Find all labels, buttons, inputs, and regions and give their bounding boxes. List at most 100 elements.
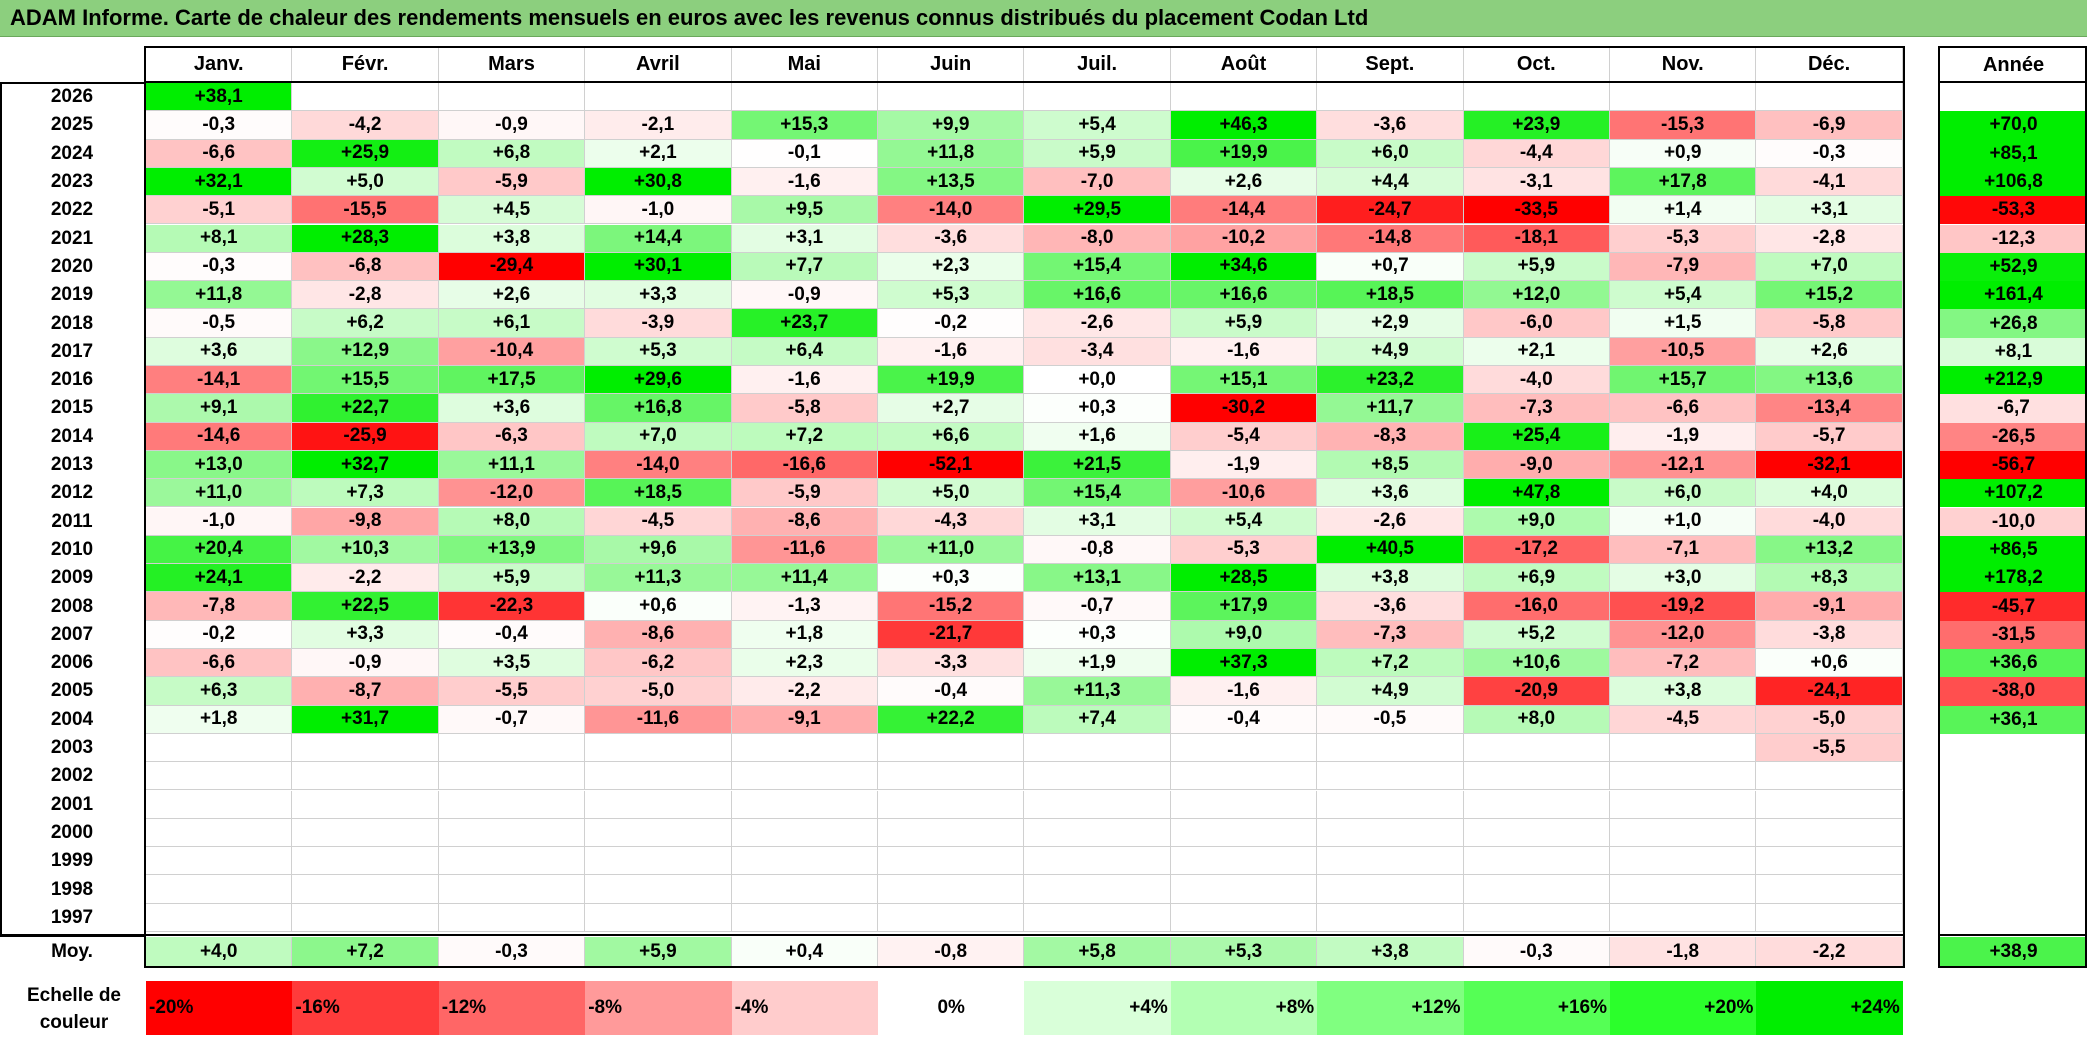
annual-cell: +161,4 (1940, 281, 2087, 310)
heat-cell (1756, 762, 1903, 791)
heat-cell: -22,3 (438, 592, 586, 621)
heat-cell: -9,0 (1463, 450, 1610, 480)
header-separator (146, 81, 1903, 83)
heat-cell: +16,6 (1024, 281, 1171, 310)
heat-cell: +30,1 (585, 252, 732, 282)
heat-cell: -0,1 (731, 139, 878, 168)
color-scale-swatch: -8% (585, 981, 732, 1035)
year-label-2024: 2024 (50, 142, 94, 164)
heat-cell: -1,3 (731, 592, 878, 621)
heat-cell: +6,2 (292, 309, 439, 338)
month-header-7: Juil. (1024, 47, 1171, 83)
heat-cell: -2,6 (1024, 309, 1171, 338)
heat-cell: +3,6 (146, 337, 293, 366)
heat-cell: -9,1 (1756, 592, 1903, 621)
heat-cell: +31,7 (292, 705, 439, 734)
heat-cell: -0,2 (878, 309, 1025, 338)
heat-cell: -2,6 (1317, 507, 1464, 536)
color-scale-swatch: -12% (438, 981, 586, 1035)
heat-cell: +29,5 (1024, 196, 1171, 225)
month-header-9: Sept. (1317, 47, 1464, 83)
heat-cell: -20,9 (1463, 677, 1610, 706)
average-cell: +7,2 (292, 937, 439, 967)
average-cell: +5,9 (585, 937, 732, 967)
annual-cell: -53,3 (1940, 196, 2087, 225)
average-cell: -2,2 (1756, 937, 1903, 967)
annual-cell (1940, 83, 2087, 112)
heat-cell: +11,1 (438, 450, 586, 480)
heat-cell: +13,9 (438, 535, 586, 565)
heat-cell (1610, 762, 1757, 791)
annual-cell: -38,0 (1940, 677, 2087, 706)
heat-cell: -14,0 (585, 450, 732, 480)
annual-cell: +86,5 (1940, 535, 2087, 565)
heat-cell: +5,4 (1024, 111, 1171, 140)
heat-cell: +28,5 (1170, 564, 1318, 593)
annual-cell: -6,7 (1940, 394, 2087, 423)
heat-cell: +8,0 (438, 507, 586, 536)
year-label-2006: 2006 (50, 652, 94, 674)
year-label-2020: 2020 (50, 255, 94, 277)
heat-cell: +13,5 (878, 167, 1025, 197)
heat-cell: +2,6 (1170, 167, 1318, 197)
heat-cell: +5,9 (1463, 252, 1610, 282)
heat-cell: +9,0 (1463, 507, 1610, 536)
heat-cell (1317, 733, 1464, 763)
year-label-2018: 2018 (50, 312, 94, 334)
heat-cell: +22,5 (292, 592, 439, 621)
heat-cell: +25,9 (292, 139, 439, 168)
heat-cell: -5,3 (1170, 535, 1318, 565)
heat-cell: +15,7 (1610, 366, 1757, 395)
heat-cell: +3,6 (438, 394, 586, 423)
heat-cell: -3,6 (1317, 592, 1464, 621)
heat-cell: +2,9 (1317, 309, 1464, 338)
heat-cell: -15,5 (292, 196, 439, 225)
heat-cell (731, 875, 878, 904)
color-scale-swatch: -16% (292, 981, 439, 1035)
heat-cell: -4,3 (878, 507, 1025, 536)
color-scale-swatch: +16% (1463, 981, 1610, 1035)
heat-cell: +16,8 (585, 394, 732, 423)
year-label-2013: 2013 (50, 454, 94, 476)
heat-cell (1610, 903, 1757, 932)
month-header-4: Avril (585, 47, 732, 83)
month-header-8: Août (1170, 47, 1318, 83)
heat-cell: -6,2 (585, 649, 732, 678)
heat-cell: -1,6 (878, 337, 1025, 366)
heat-cell: -14,1 (146, 366, 293, 395)
heat-cell: +13,2 (1756, 535, 1903, 565)
heat-cell: +5,9 (438, 564, 586, 593)
heat-cell: -9,8 (292, 507, 439, 536)
heat-cell (292, 818, 439, 848)
heat-cell (1170, 733, 1318, 763)
average-annual-separator (1940, 934, 2087, 936)
heat-cell (438, 818, 586, 848)
heat-cell: -3,6 (1317, 111, 1464, 140)
month-header-6: Juin (878, 47, 1025, 83)
heat-cell: -14,4 (1170, 196, 1318, 225)
heat-cell: -1,9 (1170, 450, 1318, 480)
annual-cell: +70,0 (1940, 111, 2087, 140)
heat-cell: -1,0 (146, 507, 293, 536)
heat-cell: +38,1 (146, 83, 293, 112)
heat-cell: -2,2 (731, 677, 878, 706)
heat-cell (1610, 818, 1757, 848)
heat-cell: -1,6 (1170, 677, 1318, 706)
heat-cell: +3,3 (585, 281, 732, 310)
heat-cell: -1,0 (585, 196, 732, 225)
heat-cell: -5,5 (438, 677, 586, 706)
heat-cell: +11,8 (878, 139, 1025, 168)
annual-cell: +36,6 (1940, 649, 2087, 678)
heat-cell: -8,6 (585, 620, 732, 649)
heat-cell: +4,0 (1756, 479, 1903, 508)
color-scale-swatch: +20% (1610, 981, 1757, 1035)
heat-cell: -4,1 (1756, 167, 1903, 197)
heat-cell (1170, 875, 1318, 904)
heat-cell: -5,5 (1756, 733, 1903, 763)
heat-cell: +7,2 (731, 422, 878, 451)
heat-cell (1610, 875, 1757, 904)
heat-cell: -6,8 (292, 252, 439, 282)
heat-cell (1024, 790, 1171, 819)
heat-cell: +15,1 (1170, 366, 1318, 395)
heat-cell (1024, 733, 1171, 763)
